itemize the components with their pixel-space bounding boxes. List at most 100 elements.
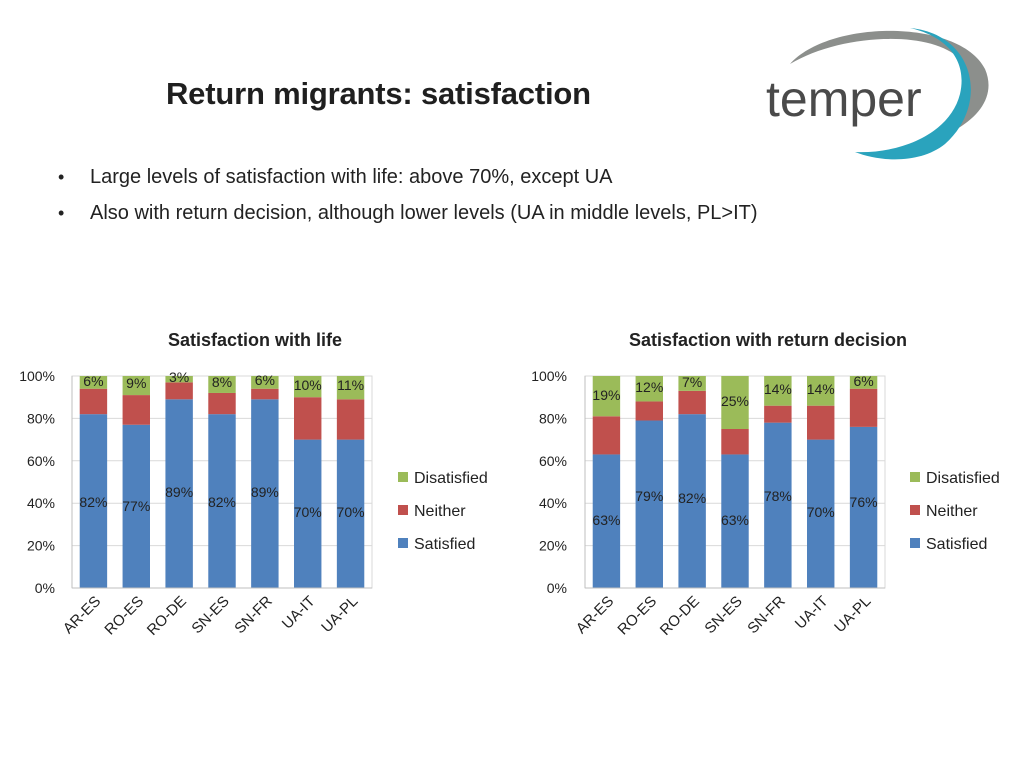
data-label-disatisfied: 3% xyxy=(169,369,189,385)
bar-neither xyxy=(764,405,792,423)
data-label-disatisfied: 6% xyxy=(853,373,873,389)
bullet-item: • Large levels of satisfaction with life… xyxy=(58,166,758,202)
legend-swatch-disatisfied xyxy=(398,472,408,482)
y-tick-label: 60% xyxy=(27,453,55,469)
x-category-label: AR-ES xyxy=(60,593,104,637)
y-tick-label: 80% xyxy=(27,410,55,426)
bar-satisfied xyxy=(807,439,835,588)
bar-disatisfied xyxy=(336,376,365,400)
bar-satisfied xyxy=(678,414,706,588)
y-tick-label: 40% xyxy=(27,495,55,511)
data-label-disatisfied: 7% xyxy=(682,374,702,390)
y-tick-label: 0% xyxy=(35,580,55,596)
x-category-label: UA-PL xyxy=(831,593,874,636)
bar-disatisfied xyxy=(79,376,108,389)
bar-satisfied xyxy=(336,439,365,588)
bullet-dot-icon: • xyxy=(58,167,65,187)
legend-label: Disatisfied xyxy=(414,470,488,487)
x-category-label: UA-IT xyxy=(279,593,319,633)
bar-neither xyxy=(807,405,835,440)
bar-disatisfied xyxy=(294,376,322,398)
bar-satisfied xyxy=(79,414,108,588)
legend-swatch-neither xyxy=(398,505,408,515)
bullet-text: Also with return decision, although lowe… xyxy=(90,202,758,224)
data-label-satisfied: 79% xyxy=(635,488,663,504)
bar-satisfied xyxy=(122,424,150,588)
data-label-disatisfied: 12% xyxy=(635,379,663,395)
bar-neither xyxy=(336,399,365,440)
bar-satisfied xyxy=(721,454,749,588)
legend-label: Disatisfied xyxy=(926,470,1000,487)
bar-disatisfied xyxy=(678,376,706,391)
y-tick-label: 100% xyxy=(531,368,567,384)
data-label-satisfied: 76% xyxy=(850,494,878,510)
x-category-label: SN-FR xyxy=(744,593,789,638)
y-tick-label: 40% xyxy=(539,495,567,511)
y-tick-label: 0% xyxy=(547,580,567,596)
bar-disatisfied xyxy=(849,376,878,389)
legend-swatch-satisfied xyxy=(910,538,920,548)
data-label-satisfied: 89% xyxy=(251,484,279,500)
bar-disatisfied xyxy=(251,376,279,389)
y-tick-label: 20% xyxy=(539,538,567,554)
bar-neither xyxy=(165,382,193,400)
legend-swatch-neither xyxy=(910,505,920,515)
bullet-text: Large levels of satisfaction with life: … xyxy=(90,166,613,188)
bullet-list: • Large levels of satisfaction with life… xyxy=(58,166,758,238)
bar-neither xyxy=(592,416,621,455)
data-label-satisfied: 82% xyxy=(678,490,706,506)
data-label-satisfied: 63% xyxy=(592,512,620,528)
bar-neither xyxy=(721,429,749,455)
legend-label: Neither xyxy=(926,503,978,520)
y-tick-label: 20% xyxy=(27,538,55,554)
chart-title-life: Satisfaction with life xyxy=(167,330,343,350)
bar-disatisfied xyxy=(807,376,835,406)
bar-satisfied xyxy=(208,414,236,588)
data-label-disatisfied: 19% xyxy=(592,387,620,403)
bar-neither xyxy=(251,388,279,400)
bar-satisfied xyxy=(294,439,322,588)
y-tick-label: 80% xyxy=(539,410,567,426)
data-label-satisfied: 63% xyxy=(721,512,749,528)
x-category-label: AR-ES xyxy=(573,593,617,637)
y-tick-label: 60% xyxy=(539,453,567,469)
bar-disatisfied xyxy=(592,376,621,417)
data-label-satisfied: 82% xyxy=(208,494,236,510)
data-label-satisfied: 77% xyxy=(122,498,150,514)
x-category-label: UA-IT xyxy=(792,593,832,633)
data-label-satisfied: 78% xyxy=(764,488,792,504)
bullet-dot-icon: • xyxy=(58,203,65,223)
bar-satisfied xyxy=(592,454,621,588)
bar-neither xyxy=(678,390,706,415)
bar-neither xyxy=(122,395,150,425)
data-label-disatisfied: 6% xyxy=(255,372,275,388)
bar-satisfied xyxy=(251,399,279,588)
chart-title-return: Satisfaction with return decision xyxy=(628,330,908,350)
data-label-satisfied: 82% xyxy=(79,494,107,510)
bar-satisfied xyxy=(849,426,878,588)
bar-neither xyxy=(635,401,663,421)
x-category-label: SN-ES xyxy=(188,593,232,637)
bar-disatisfied xyxy=(165,376,193,383)
x-category-label: SN-FR xyxy=(231,593,276,638)
x-category-label: RO-ES xyxy=(101,593,147,639)
logo-text: temper xyxy=(766,71,922,127)
data-label-disatisfied: 25% xyxy=(721,393,749,409)
x-category-label: RO-ES xyxy=(614,593,660,639)
data-label-disatisfied: 14% xyxy=(807,381,835,397)
data-label-disatisfied: 6% xyxy=(83,373,103,389)
x-category-label: SN-ES xyxy=(701,593,745,637)
bar-neither xyxy=(79,388,108,415)
data-label-disatisfied: 11% xyxy=(337,377,364,393)
data-label-disatisfied: 10% xyxy=(294,377,322,393)
page-title: Return migrants: satisfaction xyxy=(166,76,591,111)
legend-label: Neither xyxy=(414,503,466,520)
data-label-disatisfied: 14% xyxy=(764,381,792,397)
bar-neither xyxy=(208,392,236,415)
data-label-satisfied: 70% xyxy=(294,504,322,520)
data-label-satisfied: 89% xyxy=(165,484,193,500)
data-label-satisfied: 70% xyxy=(337,504,365,520)
legend-swatch-satisfied xyxy=(398,538,408,548)
y-tick-label: 100% xyxy=(19,368,55,384)
data-label-disatisfied: 9% xyxy=(126,375,146,391)
